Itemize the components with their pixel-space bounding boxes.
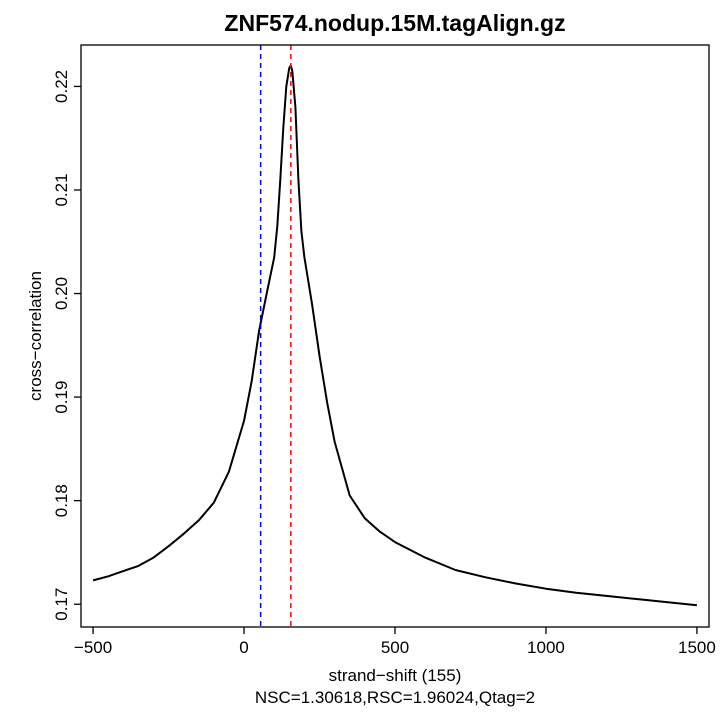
series-layer bbox=[92, 64, 698, 607]
chart-subtitle: NSC=1.30618,RSC=1.96024,Qtag=2 bbox=[255, 688, 535, 707]
y-tick-label: 0.20 bbox=[52, 277, 71, 310]
x-axis-ticks: −500 0 500 1000 1500 bbox=[74, 627, 716, 657]
x-tick-label: 500 bbox=[381, 638, 409, 657]
x-tick-label: 0 bbox=[239, 638, 248, 657]
y-tick-label: 0.18 bbox=[52, 484, 71, 517]
x-tick-label: −500 bbox=[74, 638, 112, 657]
y-axis-label: cross−correlation bbox=[26, 271, 45, 401]
x-tick-label: 1500 bbox=[678, 638, 716, 657]
vline-layer bbox=[259, 45, 292, 627]
series-line-0 bbox=[92, 64, 698, 607]
chart-title: ZNF574.nodup.15M.tagAlign.gz bbox=[224, 10, 565, 36]
y-tick-label: 0.21 bbox=[52, 173, 71, 206]
x-tick-label: 1000 bbox=[527, 638, 565, 657]
x-axis-label: strand−shift (155) bbox=[329, 666, 462, 685]
y-tick-label: 0.19 bbox=[52, 381, 71, 414]
y-tick-label: 0.17 bbox=[52, 588, 71, 621]
y-axis-ticks: 0.17 0.18 0.19 0.20 0.21 0.22 bbox=[52, 70, 81, 621]
y-tick-label: 0.22 bbox=[52, 70, 71, 103]
